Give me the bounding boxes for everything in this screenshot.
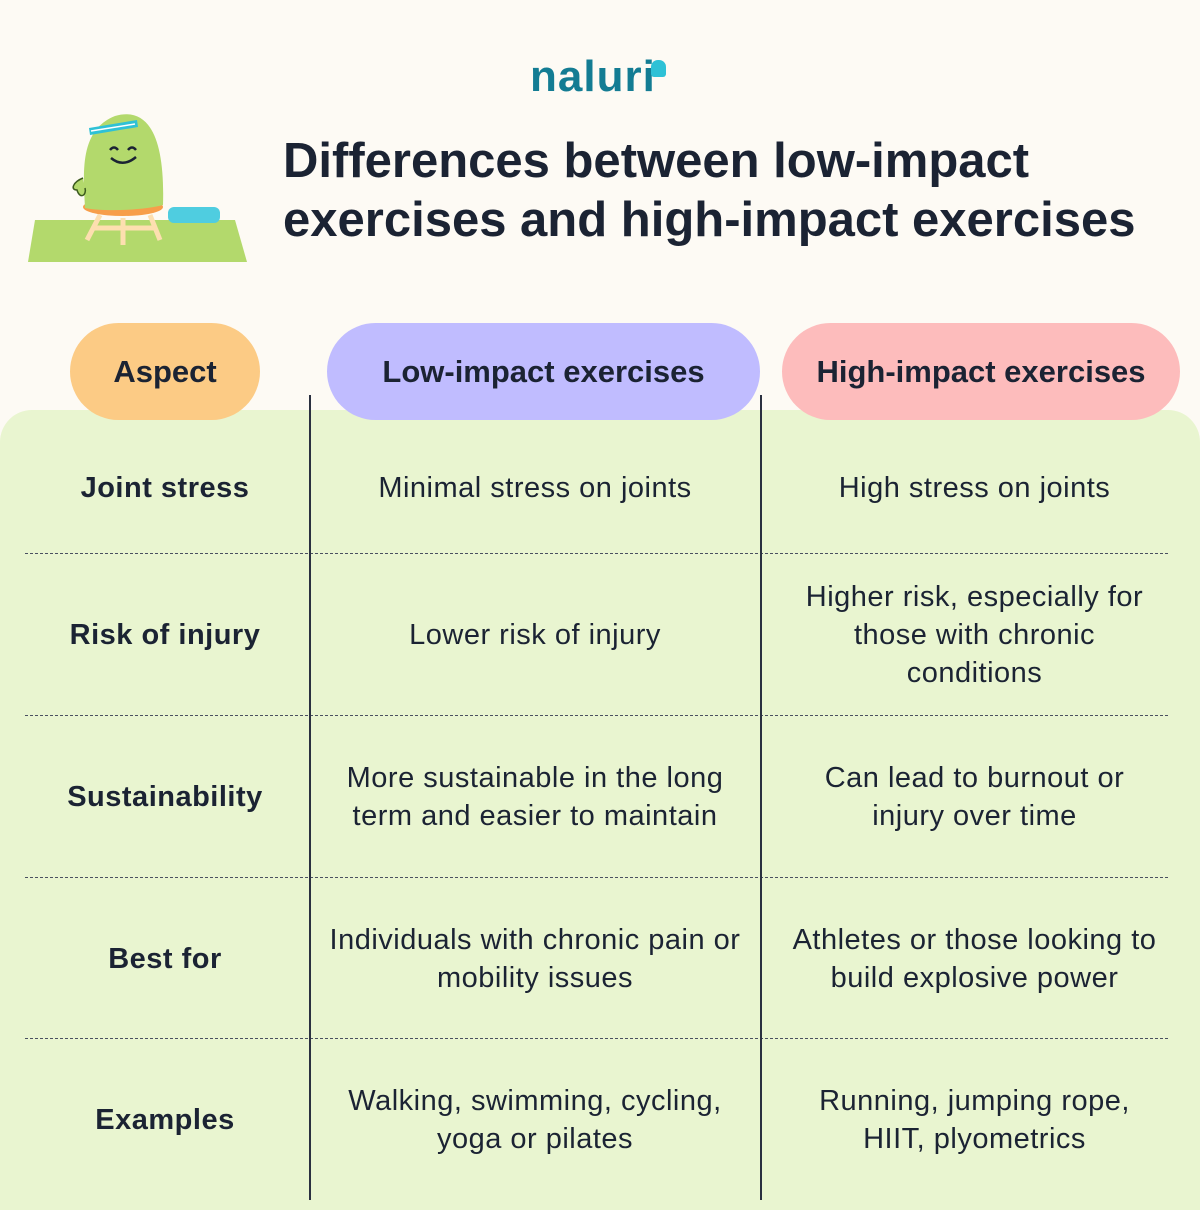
brand-logo: naluri [530, 52, 656, 101]
aspect-cell: Examples [95, 1104, 235, 1136]
logo-mascot-icon [651, 60, 666, 77]
header-high-impact: High-impact exercises [782, 323, 1180, 420]
aspect-cell: Best for [108, 943, 222, 975]
row-divider [25, 877, 1168, 878]
high-impact-cell: Can lead to burnout or injury over time [824, 762, 1125, 832]
high-impact-cell: Running, jumping rope, HIIT, plyometrics [819, 1085, 1130, 1155]
aspect-cell: Joint stress [80, 471, 250, 504]
aspect-cell: Sustainability [67, 781, 263, 813]
page-title: Differences between low-impact exercises… [283, 134, 1136, 247]
low-impact-cell: Individuals with chronic pain or mobilit… [329, 924, 741, 994]
high-impact-cell: High stress on joints [838, 471, 1111, 504]
comparison-table-panel [0, 410, 1200, 1210]
row-divider [25, 715, 1168, 716]
row-divider [25, 553, 1168, 554]
low-impact-cell: Lower risk of injury [409, 619, 661, 651]
aspect-cell: Risk of injury [69, 619, 261, 651]
header-low-impact: Low-impact exercises [327, 323, 760, 420]
high-impact-cell: Higher risk, especially for those with c… [805, 581, 1144, 689]
header-aspect: Aspect [70, 323, 260, 420]
high-impact-cell: Athletes or those looking to build explo… [792, 924, 1157, 994]
low-impact-cell: Minimal stress on joints [378, 471, 692, 504]
mascot-illustration [28, 114, 247, 262]
low-impact-cell: Walking, swimming, cycling, yoga or pila… [348, 1085, 722, 1155]
row-divider [25, 1038, 1168, 1039]
column-divider [309, 395, 311, 1200]
column-divider [760, 395, 762, 1200]
low-impact-cell: More sustainable in the long term and ea… [346, 762, 724, 832]
